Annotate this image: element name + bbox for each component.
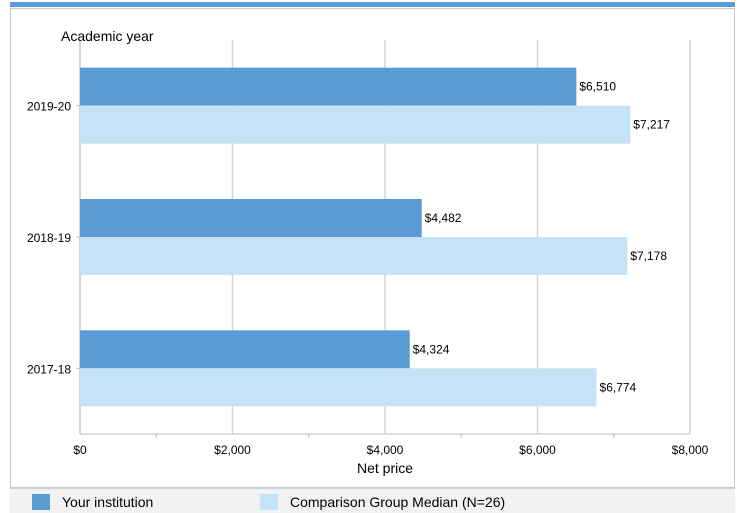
data-label-s1-0: $7,217 [633, 118, 670, 132]
x-tick-label-3: $6,000 [519, 443, 556, 457]
bar-s1-2 [80, 368, 597, 407]
data-label-s0-2: $4,324 [413, 342, 450, 356]
header-accent-bar [10, 2, 735, 7]
category-label-2: 2017-18 [27, 362, 71, 376]
x-tick-label-4: $8,000 [672, 443, 709, 457]
legend-item-comparison-group: Comparison Group Median (N=26) [260, 494, 505, 510]
legend: Your institution Comparison Group Median… [10, 488, 735, 513]
legend-item-your-institution: Your institution [32, 494, 153, 510]
bar-s1-1 [80, 237, 628, 275]
bar-s1-0 [80, 105, 631, 144]
chart-panel: $0 $2,000 $4,000 $6,000 $8,000 Academic year N… [10, 8, 735, 488]
category-label-0: 2019-20 [27, 100, 71, 114]
data-label-s0-1: $4,482 [425, 211, 462, 225]
x-tick-label-2: $4,000 [367, 443, 404, 457]
bar-s0-1 [80, 199, 422, 237]
legend-label-comparison-group: Comparison Group Median (N=26) [290, 494, 506, 510]
legend-label-your-institution: Your institution [62, 494, 154, 510]
bar-s0-2 [80, 330, 410, 369]
y-axis-title: Academic year [61, 28, 154, 44]
category-label-1: 2018-19 [27, 231, 71, 245]
x-tick-label-1: $2,000 [214, 443, 251, 457]
bar-chart: $0 $2,000 $4,000 $6,000 $8,000 Academic year N… [27, 28, 709, 476]
data-label-s0-0: $6,510 [579, 80, 616, 94]
bar-s0-0 [80, 67, 577, 106]
x-tick-label-0: $0 [73, 443, 87, 457]
data-label-s1-2: $6,774 [600, 380, 637, 394]
x-axis-title: Net price [357, 460, 413, 476]
legend-swatch-your-institution [32, 494, 50, 510]
data-label-s1-1: $7,178 [630, 249, 667, 263]
legend-swatch-comparison-group [260, 494, 278, 510]
